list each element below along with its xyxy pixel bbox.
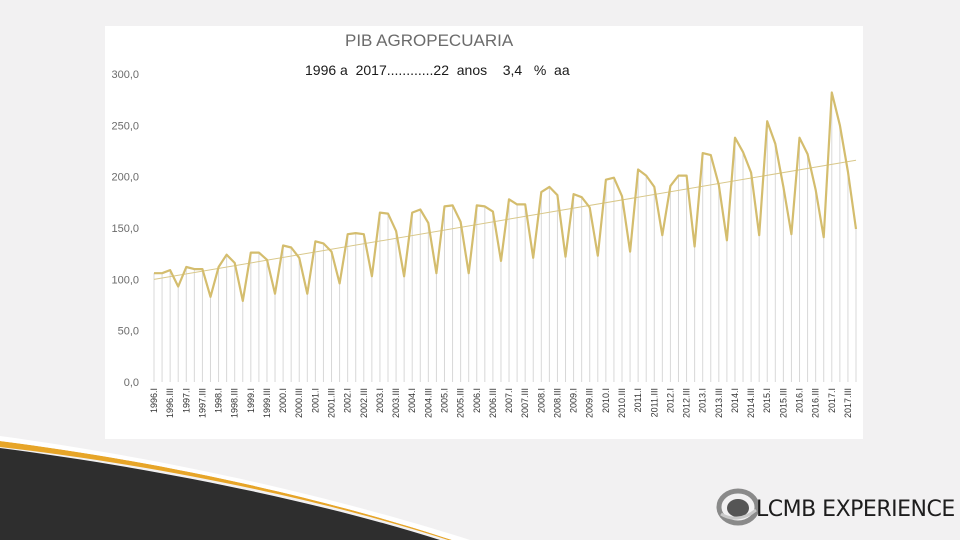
x-tick-label: 2009.III [585,388,595,418]
y-tick-label: 100,0 [111,274,139,286]
footer-gold-stripe [0,441,452,540]
x-tick-label: 2006.I [472,388,482,413]
y-tick-label: 50,0 [118,326,139,338]
y-tick-label: 150,0 [111,223,139,235]
footer-white-stripe [0,436,470,540]
x-tick-label: 1997.III [197,388,207,418]
y-axis-labels: 0,0 50,0 100,0 150,0 200,0 250,0 300,0 [111,69,139,389]
x-tick-label: 1998.III [230,388,240,418]
logo-mark-inner [727,499,749,517]
x-tick-label: 2009.I [569,388,579,413]
lcmb-logo [716,488,760,526]
x-tick-label: 2010.III [617,388,627,418]
x-tick-label: 2015.I [762,388,772,413]
x-tick-label: 2016.I [795,388,805,413]
x-axis-labels: 1996.I 1996.III 1997.I 1997.III 1998.I 1998.I… [149,388,853,418]
x-tick-label: 2000.I [278,388,288,413]
x-tick-label: 2003.I [375,388,385,413]
x-tick-label: 2007.III [520,388,530,418]
x-tick-label: 1998.I [214,388,224,413]
chart-title: PIB AGROPECUARIA [345,31,514,50]
x-tick-label: 2008.I [536,388,546,413]
y-tick-label: 250,0 [111,120,139,132]
x-tick-label: 2003.III [391,388,401,418]
x-tick-label: 1997.I [181,388,191,413]
x-tick-label: 2001.III [327,388,337,418]
x-tick-label: 1999.III [262,388,272,418]
brand-name: LCMB EXPERIENCE [756,497,955,522]
x-tick-label: 2017.III [843,388,853,418]
x-tick-label: 1996.III [165,388,175,418]
x-tick-label: 2017.I [827,388,837,413]
chart-panel: PIB AGROPECUARIA 1996 a 2017............… [105,26,863,439]
x-tick-label: 2012.I [665,388,675,413]
x-tick-label: 2006.III [488,388,498,418]
x-tick-label: 2011.III [649,388,659,417]
y-tick-label: 0,0 [124,377,139,389]
x-tick-label: 2014.III [746,388,756,418]
series-line-group [154,91,858,302]
x-tick-label: 2000.III [294,388,304,418]
series-line [154,91,858,302]
y-tick-label: 300,0 [111,69,139,81]
x-tick-label: 2005.III [456,388,466,418]
x-tick-label: 2001.I [310,388,320,413]
x-tick-label: 2016.III [811,388,821,418]
x-tick-label: 2002.I [343,388,353,413]
x-tick-label: 2013.III [714,388,724,418]
logo-mark-outer [716,488,760,526]
x-tick-label: 2005.I [440,388,450,413]
x-tick-label: 1999.I [246,388,256,413]
x-tick-label: 2011.I [633,388,643,412]
x-tick-label: 2012.III [682,388,692,418]
pib-chart: PIB AGROPECUARIA 1996 a 2017............… [111,31,858,418]
trendline [153,159,857,280]
x-tick-label: 2004.III [423,388,433,418]
y-tick-label: 200,0 [111,172,139,184]
chart-subtitle: 1996 a 2017............22 anos 3,4 % aa [305,62,570,78]
trendline-group [153,159,857,280]
logo-mark-sweep [720,508,757,520]
bars [153,92,857,382]
x-tick-label: 2008.III [552,388,562,418]
x-tick-label: 2014.I [730,388,740,413]
x-tick-label: 2007.I [504,388,514,413]
x-tick-label: 2010.I [601,388,611,413]
x-tick-label: 2002.III [359,388,369,418]
x-tick-label: 1996.I [149,388,159,413]
x-tick-label: 2015.III [778,388,788,418]
x-tick-label: 2013.I [698,388,708,413]
footer-dark-shape [0,448,440,540]
x-tick-label: 2004.I [407,388,417,413]
